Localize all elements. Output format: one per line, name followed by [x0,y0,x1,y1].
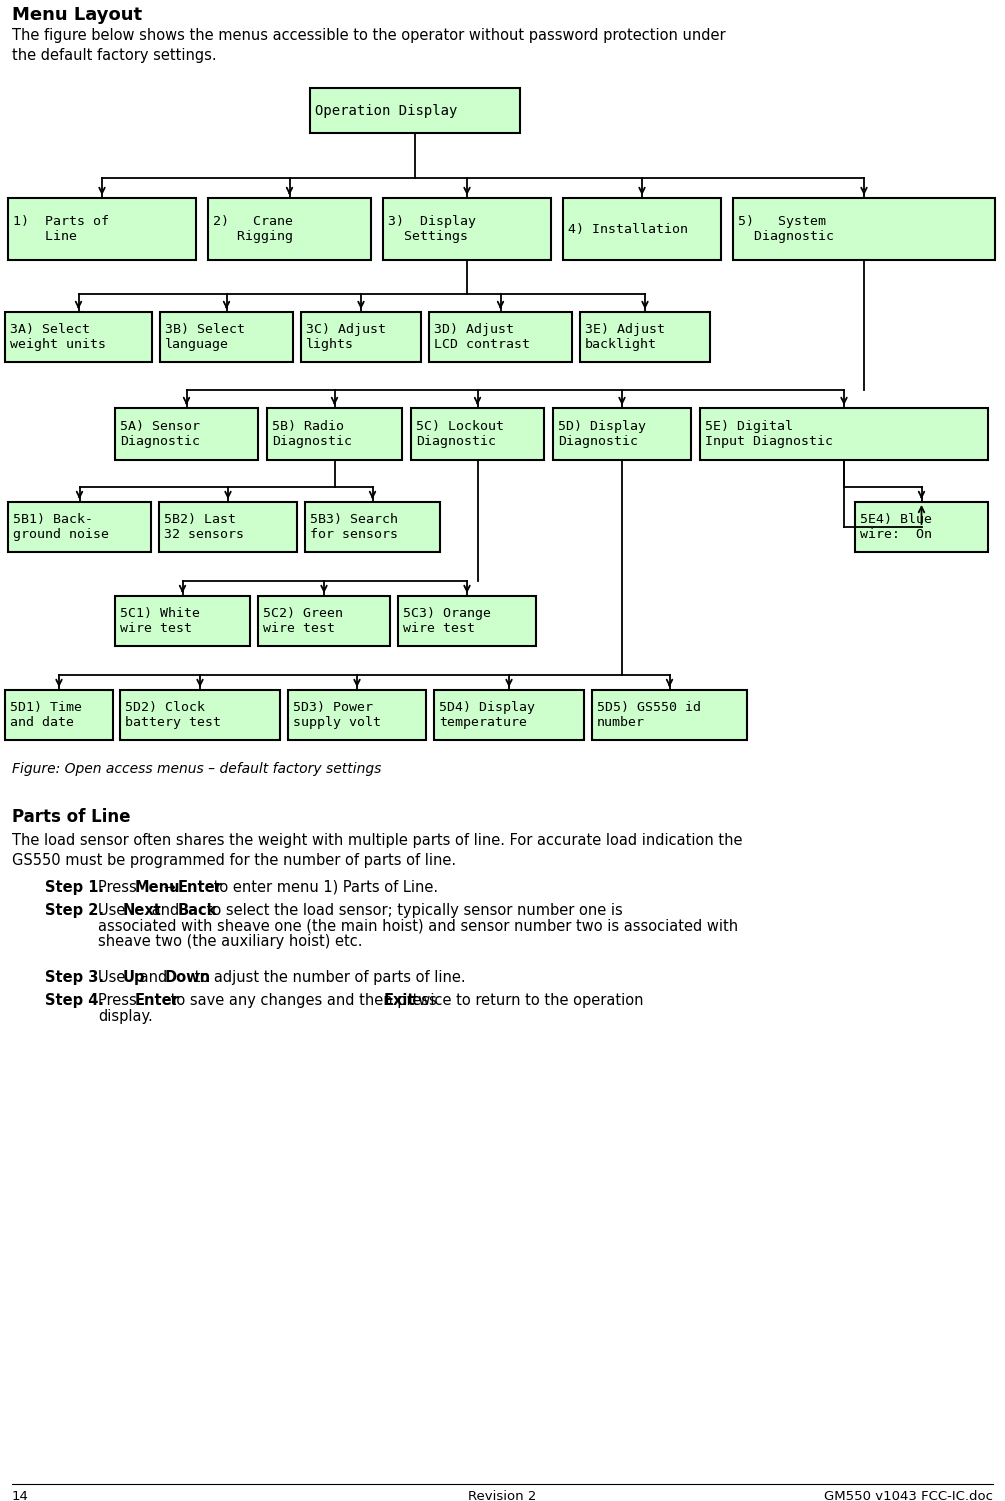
Bar [563,198,721,260]
Bar [383,198,551,260]
Bar [733,198,995,260]
Bar [700,408,988,459]
Text: Press: Press [98,994,142,1009]
Bar [592,690,747,740]
Text: Revision 2: Revision 2 [467,1490,537,1501]
Text: 5D3) Power
supply volt: 5D3) Power supply volt [293,701,381,729]
Text: 5B) Radio
Diagnostic: 5B) Radio Diagnostic [272,420,352,447]
Bar [288,690,426,740]
Text: Use: Use [98,970,130,985]
Bar [258,596,390,645]
Text: 5E) Digital
Input Diagnostic: 5E) Digital Input Diagnostic [705,420,833,447]
Text: and: and [147,904,184,919]
Text: 5B3) Search
for sensors: 5B3) Search for sensors [310,513,398,540]
Text: Enter: Enter [135,994,179,1009]
Text: 5C) Lockout
Diagnostic: 5C) Lockout Diagnostic [416,420,504,447]
Text: Step 4.: Step 4. [45,994,104,1009]
Text: 3)  Display
  Settings: 3) Display Settings [388,215,476,243]
Text: sheave two (the auxiliary hoist) etc.: sheave two (the auxiliary hoist) etc. [98,934,363,949]
Text: 5D) Display
Diagnostic: 5D) Display Diagnostic [558,420,646,447]
Text: 5)   System
  Diagnostic: 5) System Diagnostic [738,215,834,243]
Text: 5D4) Display
temperature: 5D4) Display temperature [439,701,535,729]
Bar [115,596,250,645]
Text: to adjust the number of parts of line.: to adjust the number of parts of line. [190,970,465,985]
Text: Use: Use [98,904,130,919]
Text: 5A) Sensor
Diagnostic: 5A) Sensor Diagnostic [120,420,200,447]
Bar [5,690,113,740]
Bar [310,89,520,134]
Text: Back: Back [178,904,217,919]
Text: Up: Up [123,970,145,985]
Bar [8,198,196,260]
Text: 5C2) Green
wire test: 5C2) Green wire test [263,606,343,635]
Bar [302,312,421,362]
Text: Step 2.: Step 2. [45,904,104,919]
Text: 5B2) Last
32 sensors: 5B2) Last 32 sensors [164,513,244,540]
Bar [434,690,584,740]
Text: Menu Layout: Menu Layout [12,6,142,24]
Bar [120,690,280,740]
Text: 3D) Adjust
LCD contrast: 3D) Adjust LCD contrast [434,323,530,351]
Text: Down: Down [165,970,211,985]
Text: 5C1) White
wire test: 5C1) White wire test [120,606,200,635]
Text: Operation Display: Operation Display [315,104,457,117]
Text: 5D1) Time
and date: 5D1) Time and date [10,701,82,729]
Text: to select the load sensor; typically sensor number one is: to select the load sensor; typically sen… [202,904,623,919]
Text: 5B1) Back-
ground noise: 5B1) Back- ground noise [13,513,109,540]
Text: 3E) Adjust
backlight: 3E) Adjust backlight [585,323,665,351]
Text: Step 3.: Step 3. [45,970,104,985]
Text: to enter menu 1) Parts of Line.: to enter menu 1) Parts of Line. [209,880,438,895]
Text: associated with sheave one (the main hoist) and sensor number two is associated : associated with sheave one (the main hoi… [98,919,738,934]
Text: and: and [135,970,172,985]
Text: Press: Press [98,880,142,895]
Text: twice to return to the operation: twice to return to the operation [408,994,644,1009]
Text: GM550 v1043 FCC-IC.doc: GM550 v1043 FCC-IC.doc [824,1490,993,1501]
Bar [159,501,297,552]
Text: The load sensor often shares the weight with multiple parts of line. For accurat: The load sensor often shares the weight … [12,833,743,868]
Text: 5D5) GS550 id
number: 5D5) GS550 id number [597,701,701,729]
Text: 14: 14 [12,1490,29,1501]
Bar [115,408,258,459]
Text: Enter: Enter [178,880,222,895]
Text: Step 1.: Step 1. [45,880,105,895]
Bar [429,312,572,362]
Bar [411,408,544,459]
Bar [580,312,710,362]
Text: Exit: Exit [383,994,415,1009]
Bar [305,501,440,552]
Text: Next: Next [123,904,161,919]
Bar [5,312,152,362]
Text: 5E4) Blue
wire:  On: 5E4) Blue wire: On [860,513,932,540]
Text: 2)   Crane
   Rigging: 2) Crane Rigging [213,215,293,243]
Text: 3B) Select
language: 3B) Select language [165,323,245,351]
Text: 1)  Parts of
    Line: 1) Parts of Line [13,215,109,243]
Text: Figure: Open access menus – default factory settings: Figure: Open access menus – default fact… [12,763,381,776]
Bar [855,501,988,552]
Text: 5D2) Clock
battery test: 5D2) Clock battery test [125,701,221,729]
Text: 5C3) Orange
wire test: 5C3) Orange wire test [403,606,491,635]
Bar [267,408,402,459]
Text: Menu: Menu [135,880,180,895]
Bar [208,198,371,260]
Text: display.: display. [98,1009,153,1024]
Text: to save any changes and then press: to save any changes and then press [166,994,441,1009]
Text: 3A) Select
weight units: 3A) Select weight units [10,323,106,351]
Bar [8,501,151,552]
Text: 4) Installation: 4) Installation [568,222,688,236]
Bar [160,312,293,362]
Bar [553,408,691,459]
Text: 3C) Adjust
lights: 3C) Adjust lights [306,323,386,351]
Text: The figure below shows the menus accessible to the operator without password pro: The figure below shows the menus accessi… [12,29,726,63]
Text: Parts of Line: Parts of Line [12,808,131,826]
Bar [398,596,536,645]
Text: →: → [160,880,181,895]
